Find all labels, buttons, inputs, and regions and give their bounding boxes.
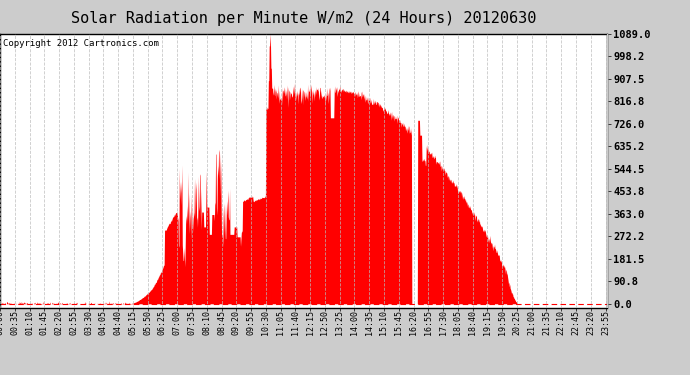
Text: Solar Radiation per Minute W/m2 (24 Hours) 20120630: Solar Radiation per Minute W/m2 (24 Hour… <box>71 11 536 26</box>
Text: Copyright 2012 Cartronics.com: Copyright 2012 Cartronics.com <box>3 39 159 48</box>
